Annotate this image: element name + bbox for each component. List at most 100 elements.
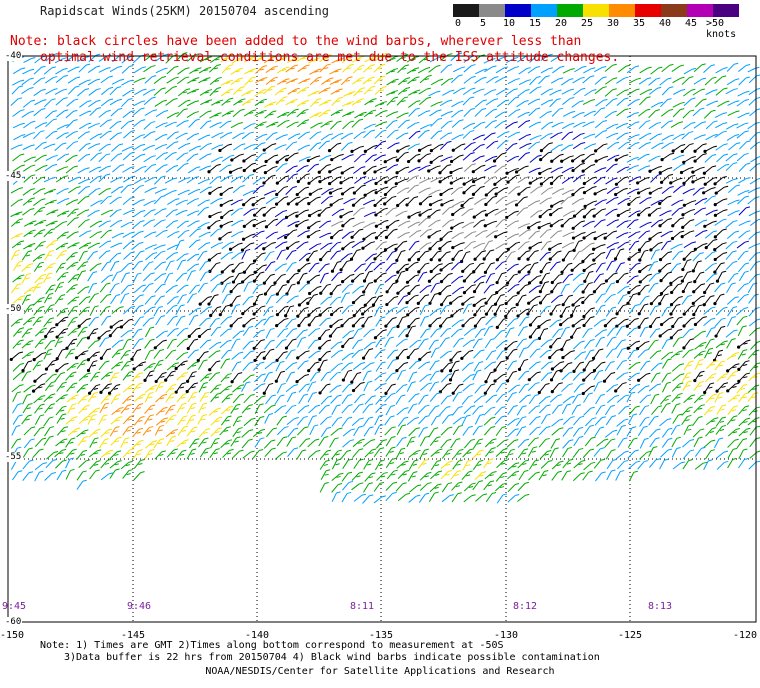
wind-barb [330,349,343,359]
wind-barb [395,482,407,492]
wind-barb [537,327,549,341]
wind-barb [32,176,46,185]
wind-barb [679,166,694,175]
wind-barb [188,307,201,316]
wind-barb [440,438,452,449]
wind-barb [120,184,132,194]
wind-barb [55,175,69,183]
wind-barb [605,208,618,216]
wind-barb [482,249,495,261]
wind-barb [186,100,199,107]
wind-barb [661,351,674,360]
wind-barb [77,195,90,205]
wind-barb [341,404,353,414]
wind-barb [561,350,575,360]
wind-barb [727,100,740,106]
wind-barb [373,261,386,271]
wind-barb [549,218,564,228]
wind-barb [144,244,157,250]
wind-barb [428,64,441,73]
wind-barb [200,373,212,382]
wind-barb [483,416,496,426]
wind-barb [100,458,112,469]
wind-barb [263,315,274,326]
wind-barb [341,283,354,293]
wind-barb [428,189,441,196]
wind-barb [680,270,692,283]
wind-barb [99,438,109,449]
wind-barb [45,284,56,295]
wind-barb [341,217,355,228]
wind-barb [650,362,663,372]
wind-barb [43,176,56,183]
wind-barb [406,55,419,63]
wind-barb [483,325,494,337]
wind-barb [296,86,310,95]
wind-barb [485,316,497,326]
wind-barb [23,426,36,436]
wind-barb [440,327,452,338]
wind-barb [111,143,124,152]
wind-barb [582,121,595,128]
wind-barb [208,360,221,372]
wind-barb [395,210,408,217]
wind-barb [164,85,177,95]
wind-barb [550,77,564,84]
wind-barb [714,437,724,449]
wind-barb [176,76,190,85]
wind-barb [231,361,242,372]
wind-barb [605,282,616,293]
time-label-1: 9:45 [2,601,27,612]
wind-barb [661,141,674,150]
wind-barb [211,144,224,150]
wind-barb [496,140,509,149]
wind-barb [594,120,608,129]
wind-barb [672,133,685,141]
wind-barb [440,460,453,470]
wind-barb [22,132,36,139]
wind-barb [584,89,597,97]
wind-barb [604,360,615,372]
wind-barb [629,304,640,315]
wind-barb [451,242,465,250]
wind-barb [592,208,606,218]
wind-barb [34,414,45,425]
wind-barb [418,426,428,438]
wind-barb [539,176,554,186]
wind-barb [66,251,78,261]
wind-barb [594,416,606,426]
wind-barb [571,404,582,415]
wind-barb [100,371,113,381]
wind-barb [408,427,420,437]
wind-barb [130,348,142,361]
wind-barb [418,208,433,217]
wind-barb [330,427,343,436]
wind-barb [519,316,530,327]
wind-barb [627,251,641,261]
wind-barb [549,303,561,316]
wind-barb [605,98,618,107]
wind-barb [583,338,595,349]
wind-barb [429,109,442,117]
wind-barb [637,165,651,172]
wind-barb [197,437,209,448]
wind-barb [142,219,156,227]
wind-barb [32,187,46,196]
wind-barb [34,338,46,348]
wind-barb [385,296,399,307]
wind-barb [265,294,276,305]
wind-barb [529,134,542,141]
wind-barb [297,405,310,414]
wind-barb [661,372,672,383]
wind-barb [9,351,24,362]
wind-barb [671,446,681,458]
wind-barb [90,200,103,207]
wind-barb [681,414,692,426]
wind-barb [429,392,441,402]
wind-barb [45,458,57,469]
wind-barb [727,405,739,416]
wind-barb [671,403,681,414]
wind-barb [440,426,453,436]
wind-barb [242,325,254,336]
wind-barb [78,306,91,316]
